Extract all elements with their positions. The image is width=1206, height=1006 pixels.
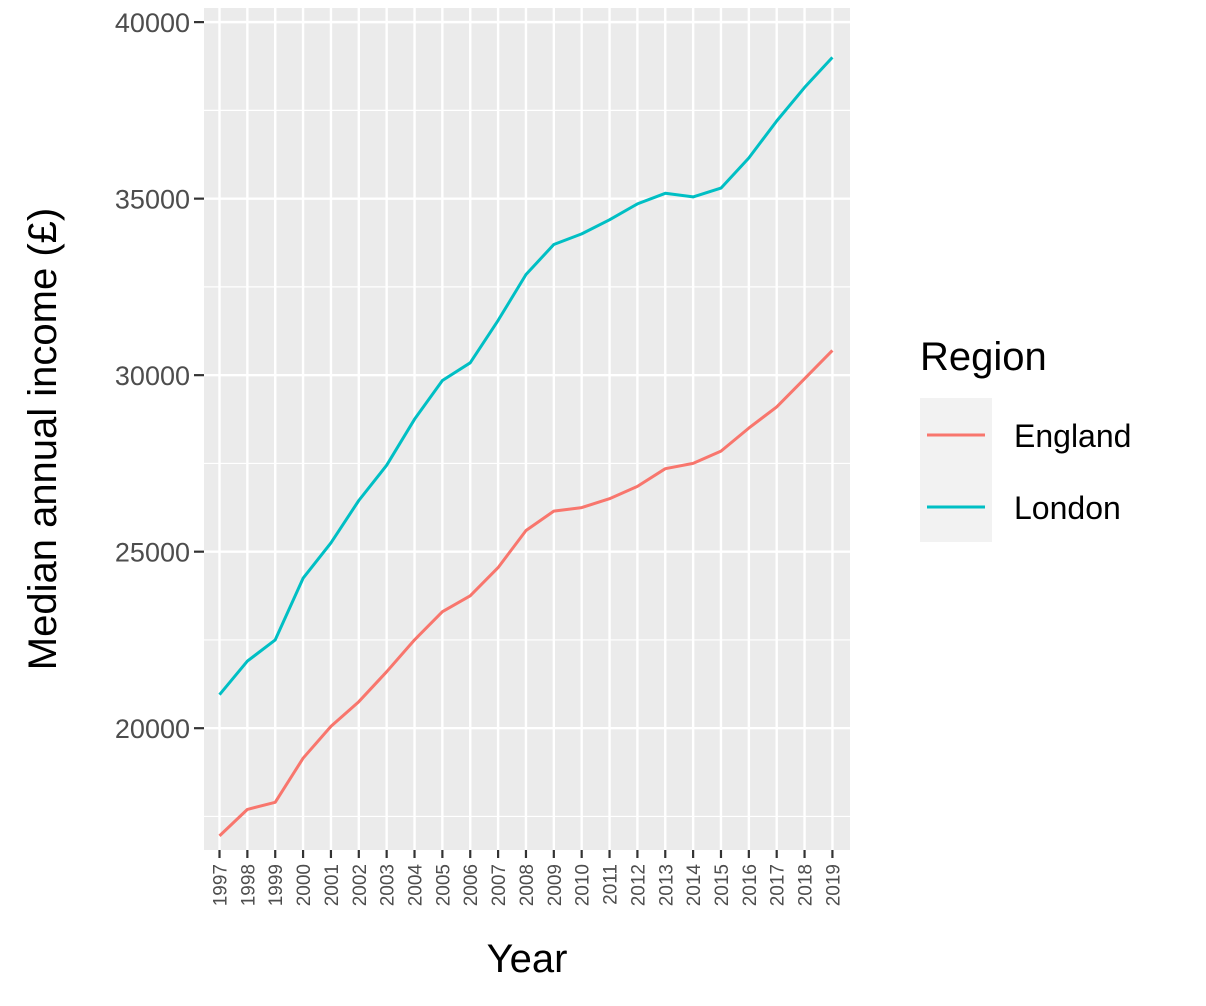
x-tick-label: 1999 xyxy=(266,864,287,906)
x-tick-label: 2019 xyxy=(823,864,844,906)
data-point-england xyxy=(803,377,807,381)
data-point-england xyxy=(440,610,444,614)
data-point-england xyxy=(413,638,417,642)
y-tick-label: 25000 xyxy=(115,538,190,568)
data-point-england xyxy=(218,834,222,838)
data-point-london xyxy=(580,232,584,236)
data-point-england xyxy=(301,756,305,760)
x-tick-label: 2013 xyxy=(656,864,677,906)
series-line-london xyxy=(218,56,834,696)
data-point-england xyxy=(747,426,751,430)
x-tick-label: 2005 xyxy=(433,864,454,906)
data-point-england xyxy=(552,509,556,513)
data-point-england xyxy=(580,506,584,510)
y-axis-title: Median annual income (£) xyxy=(21,208,65,670)
data-point-england xyxy=(496,566,500,570)
y-tick-label: 35000 xyxy=(115,185,190,215)
data-point-london xyxy=(775,119,779,123)
data-point-london xyxy=(663,191,667,195)
x-tick-label: 1997 xyxy=(211,864,232,906)
x-tick-label: 2011 xyxy=(601,864,622,905)
legend-label-london: London xyxy=(1014,490,1121,526)
data-point-england xyxy=(635,484,639,488)
x-tick-label: 2014 xyxy=(684,864,705,907)
data-point-england xyxy=(385,670,389,674)
legend-label-england: England xyxy=(1014,418,1131,454)
data-point-london xyxy=(747,156,751,160)
x-tick-label: 2015 xyxy=(712,864,733,906)
series-line-england xyxy=(218,349,834,837)
data-point-england xyxy=(468,594,472,598)
series-lines xyxy=(218,55,834,838)
x-tick-label: 2000 xyxy=(294,864,315,906)
x-tick-label: 2002 xyxy=(350,864,371,906)
data-point-london xyxy=(468,361,472,365)
data-point-london xyxy=(803,85,807,89)
data-point-london xyxy=(385,463,389,467)
legend-key-background xyxy=(920,398,992,542)
x-tick-label: 2012 xyxy=(628,864,649,906)
x-axis: 1997 1998 1999 2000 2001 2002 2003 2004 2005 2006… xyxy=(211,850,844,907)
data-point-london xyxy=(413,417,417,421)
data-point-england xyxy=(245,807,249,811)
data-point-england xyxy=(524,528,528,532)
data-point-london xyxy=(218,693,222,697)
data-point-london xyxy=(608,218,612,222)
data-point-london xyxy=(635,202,639,206)
x-tick-label: 2009 xyxy=(545,864,566,906)
data-point-england xyxy=(830,348,834,352)
data-point-london xyxy=(440,378,444,382)
data-point-london xyxy=(357,498,361,502)
data-point-london xyxy=(691,195,695,199)
legend: Region England London xyxy=(920,335,1131,542)
data-point-england xyxy=(663,467,667,471)
data-point-london xyxy=(273,638,277,642)
data-point-england xyxy=(357,700,361,704)
x-tick-label: 2004 xyxy=(406,864,427,907)
data-point-london xyxy=(245,659,249,663)
data-point-london xyxy=(524,273,528,277)
y-tick-label: 40000 xyxy=(115,8,190,38)
major-gridlines xyxy=(204,8,850,850)
data-point-england xyxy=(719,449,723,453)
data-point-england xyxy=(273,800,277,804)
y-axis: 20000 25000 30000 35000 40000 xyxy=(115,8,204,744)
x-tick-label: 2001 xyxy=(322,864,343,906)
data-point-england xyxy=(691,461,695,465)
data-point-london xyxy=(552,243,556,247)
x-tick-label: 2017 xyxy=(768,864,789,906)
x-tick-label: 1998 xyxy=(238,864,259,906)
data-point-england xyxy=(608,497,612,501)
x-tick-label: 2018 xyxy=(796,864,817,906)
x-axis-title: Year xyxy=(487,937,568,981)
y-tick-label: 30000 xyxy=(115,361,190,391)
data-point-england xyxy=(775,405,779,409)
x-tick-label: 2008 xyxy=(517,864,538,906)
x-tick-label: 2010 xyxy=(573,864,594,906)
x-tick-label: 2016 xyxy=(740,864,761,906)
x-tick-label: 2006 xyxy=(461,864,482,906)
x-tick-label: 2007 xyxy=(489,864,510,906)
data-point-london xyxy=(830,55,834,59)
y-tick-label: 20000 xyxy=(115,714,190,744)
data-point-england xyxy=(329,724,333,728)
data-point-london xyxy=(496,318,500,322)
data-point-london xyxy=(301,576,305,580)
legend-title: Region xyxy=(920,335,1047,379)
x-tick-label: 2003 xyxy=(378,864,399,906)
data-point-london xyxy=(719,186,723,190)
data-point-london xyxy=(329,541,333,545)
